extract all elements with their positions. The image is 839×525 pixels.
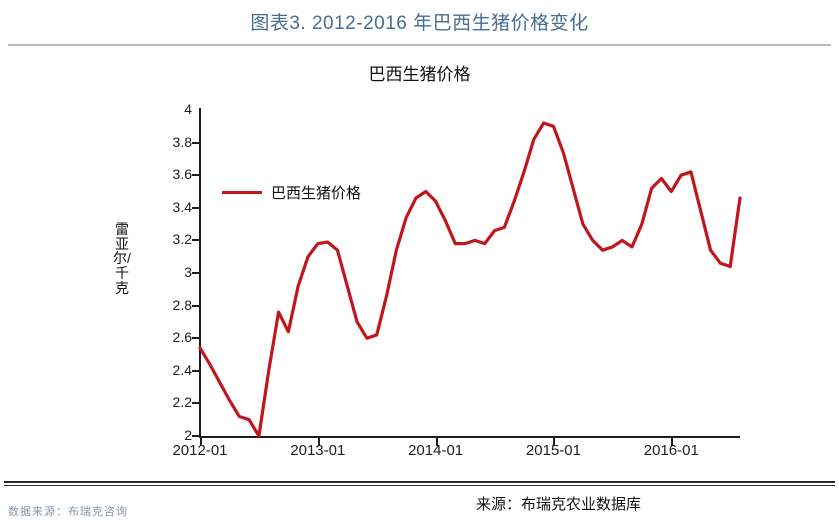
y-tick-mark (192, 304, 200, 307)
figure-caption: 图表3. 2012-2016 年巴西生猪价格变化 (250, 13, 589, 34)
y-tick-label: 3.4 (172, 198, 192, 215)
y-tick-label: 3 (184, 264, 192, 280)
y-tick-mark (192, 239, 200, 242)
y-tick-label: 2.6 (172, 329, 192, 346)
y-tick-label: 4 (184, 101, 192, 117)
y-axis-title: 雷亚尔/千克 (113, 221, 131, 296)
x-tick-mark (200, 438, 202, 446)
y-tick-label: 2.2 (172, 394, 192, 411)
header-divider (8, 44, 831, 46)
legend-swatch-icon (222, 191, 262, 194)
y-axis-line (199, 108, 201, 438)
chart-source-note: 来源：布瑞克农业数据库 (476, 496, 642, 513)
y-tick-label: 2 (184, 427, 192, 443)
chart-legend: 巴西生猪价格 (222, 182, 361, 203)
x-tick-mark (317, 438, 320, 446)
y-tick-mark (192, 174, 200, 177)
footer-divider-thin (4, 485, 835, 486)
y-tick-mark (192, 206, 200, 209)
x-tick-label: 2016-01 (643, 442, 699, 459)
footer-source-note: 数据来源：布瑞克咨询 (8, 506, 128, 518)
series-polyline (198, 121, 742, 438)
x-tick-mark (435, 438, 438, 446)
y-tick-mark (192, 402, 200, 405)
plot-area (198, 110, 742, 438)
y-tick-mark (192, 337, 200, 340)
x-tick-mark (671, 438, 674, 446)
x-tick-label: 2015-01 (525, 442, 581, 459)
y-tick-label: 3.8 (172, 133, 192, 150)
y-tick-label: 3.2 (172, 231, 192, 248)
x-tick-label: 2012-01 (172, 442, 228, 459)
chart-title: 巴西生猪价格 (368, 65, 471, 84)
y-tick-mark (192, 141, 200, 144)
y-tick-mark (192, 435, 200, 437)
y-tick-mark (192, 369, 200, 372)
y-tick-label: 3.6 (172, 166, 192, 183)
y-tick-mark (192, 272, 200, 274)
y-tick-label: 2.4 (172, 361, 192, 378)
y-axis-tick-labels: 4 3.8 3.6 3.4 3.2 3 2.8 2.6 2.4 2.2 2 (148, 46, 192, 476)
footer-divider-thick (4, 481, 835, 483)
x-tick-label: 2014-01 (408, 442, 464, 459)
x-axis-line (199, 436, 740, 438)
series-line-chart (198, 121, 742, 438)
chart-container: 巴西生猪价格 雷亚尔/千克 4 3.8 3.6 3.4 3.2 3 2.8 2.6 2.4 2.2… (0, 46, 839, 513)
legend-label: 巴西生猪价格 (271, 185, 362, 202)
y-tick-label: 2.8 (172, 296, 192, 313)
x-tick-label: 2013-01 (290, 442, 346, 459)
x-tick-mark (553, 438, 556, 446)
